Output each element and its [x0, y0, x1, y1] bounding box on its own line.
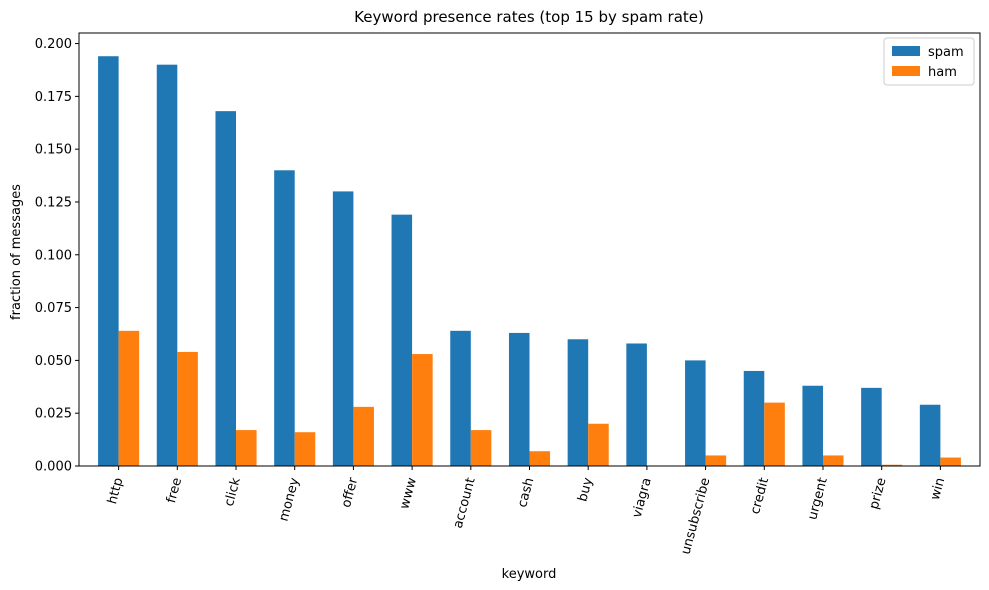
bar-spam-credit [743, 370, 765, 466]
y-tick-label: 0.125 [35, 195, 72, 210]
bar-spam-unsubscribe [685, 360, 706, 466]
bar-ham-www [412, 354, 433, 466]
bar-spam-www [391, 214, 413, 466]
legend-label-spam: spam [928, 45, 964, 60]
x-tick-label-money: money [277, 476, 303, 523]
plot-area: 0.000 0.025 0.050 0.075 0.100 0.125 0.150 0.175… [35, 32, 981, 556]
bar-ham-cash [529, 451, 551, 466]
legend: spam ham [883, 37, 975, 86]
bar-ham-unsubscribe [705, 455, 727, 466]
y-tick-label: 0.100 [35, 248, 72, 263]
legend-swatch-ham [892, 66, 920, 76]
y-tick-label: 0.025 [35, 407, 72, 422]
bar-ham-money [294, 432, 316, 466]
y-tick-label: 0.000 [35, 460, 72, 475]
bar-ham-urgent [822, 455, 844, 466]
bar-spam-click [215, 111, 237, 467]
x-tick-label-account: account [451, 476, 479, 530]
bar-spam-urgent [802, 385, 823, 466]
bar-spam-account [450, 330, 471, 466]
x-tick-label-http: http [105, 476, 126, 506]
x-tick-label-credit: credit [748, 476, 772, 516]
x-tick-label-buy: buy [575, 476, 596, 504]
y-tick-label: 0.175 [35, 90, 72, 105]
legend-label-ham: ham [928, 65, 957, 80]
bar-ham-prize [881, 464, 903, 466]
bar-spam-viagra [626, 343, 647, 466]
bar-ham-account [470, 430, 492, 466]
bar-ham-credit [764, 402, 785, 466]
x-tick-label-click: click [222, 476, 244, 508]
bar-ham-free [177, 351, 198, 466]
x-tick-label-viagra: viagra [630, 476, 655, 519]
x-tick-label-free: free [164, 476, 185, 505]
y-tick-label: 0.150 [35, 143, 72, 158]
chart-title: Keyword presence rates (top 15 by spam r… [354, 8, 704, 26]
y-tick-label: 0.200 [35, 37, 72, 52]
x-axis-label: keyword [502, 567, 557, 582]
bar-spam-win [919, 404, 941, 466]
bar-ham-win [940, 457, 961, 466]
bar-spam-offer [332, 191, 354, 466]
bar-ham-buy [588, 423, 609, 466]
y-tick-label: 0.050 [35, 354, 72, 369]
bar-spam-prize [861, 387, 882, 466]
x-tick-label-win: win [928, 476, 948, 502]
x-tick-label-unsubscribe: unsubscribe [679, 476, 714, 556]
bar-spam-free [156, 64, 178, 467]
y-tick-label: 0.075 [35, 301, 72, 316]
bar-spam-buy [567, 339, 589, 466]
x-tick-label-offer: offer [339, 476, 361, 510]
bar-ham-offer [353, 406, 374, 466]
x-tick-label-prize: prize [867, 476, 890, 511]
x-tick-label-cash: cash [515, 476, 537, 509]
bar-ham-http [118, 330, 140, 466]
bar-spam-cash [508, 332, 530, 466]
x-tick-label-www: www [397, 476, 420, 511]
y-axis-label: fraction of messages [9, 184, 24, 320]
bar-spam-money [274, 170, 295, 467]
bar-ham-click [236, 430, 257, 466]
bar-spam-http [98, 56, 119, 466]
x-tick-label-urgent: urgent [805, 476, 831, 521]
legend-swatch-spam [892, 46, 920, 56]
